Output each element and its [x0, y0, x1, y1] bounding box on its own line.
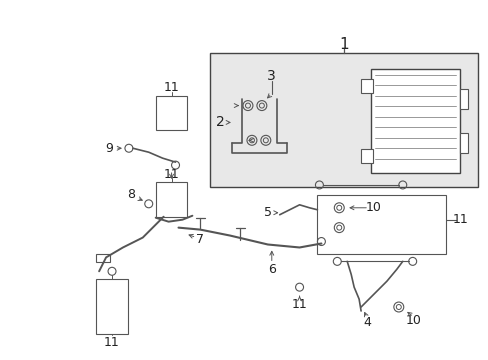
Bar	[317, 195, 446, 255]
Text: 11: 11	[163, 81, 179, 94]
Text: 11: 11	[163, 167, 179, 181]
Text: 7: 7	[196, 233, 204, 246]
Text: 3: 3	[267, 69, 276, 83]
Text: 4: 4	[363, 316, 370, 329]
Bar	[96, 279, 128, 334]
Text: 9: 9	[105, 142, 113, 155]
Text: 8: 8	[126, 188, 135, 201]
Text: 1: 1	[339, 37, 348, 51]
Text: 11: 11	[291, 297, 307, 311]
Bar	[96, 255, 110, 262]
Bar	[370, 69, 459, 173]
Bar	[360, 79, 372, 93]
Bar	[459, 133, 468, 153]
Text: 10: 10	[366, 201, 381, 214]
Text: 11: 11	[451, 213, 467, 226]
Text: 5: 5	[264, 206, 271, 219]
Bar	[155, 182, 187, 217]
Text: 2: 2	[215, 116, 224, 130]
Text: 6: 6	[267, 263, 275, 276]
Bar	[459, 89, 468, 109]
Bar	[360, 149, 372, 163]
Bar	[155, 96, 187, 130]
Text: 10: 10	[405, 314, 421, 327]
Bar	[210, 53, 477, 187]
Text: 11: 11	[104, 336, 120, 349]
